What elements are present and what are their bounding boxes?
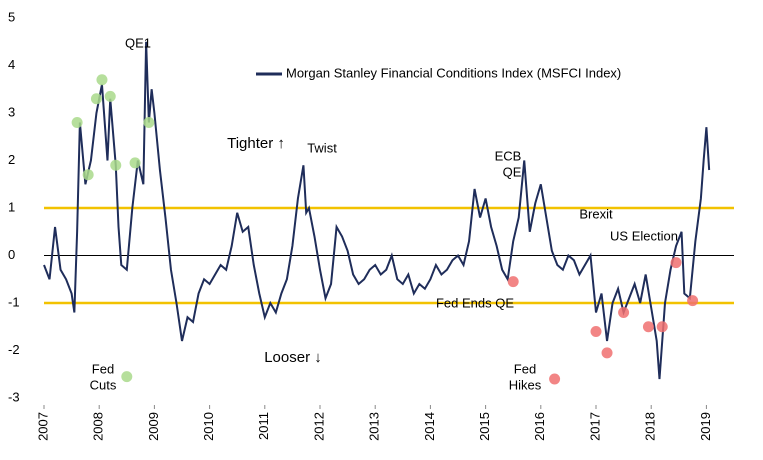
annotation: QE: [503, 164, 522, 179]
annotation: ECB: [495, 148, 522, 163]
x-tick-label: 2009: [146, 412, 161, 441]
x-tick-label: 2012: [311, 412, 326, 441]
event-dot: [590, 326, 602, 337]
event-dot: [121, 371, 133, 383]
y-tick-label: -3: [8, 389, 20, 404]
x-tick-label: 2017: [587, 412, 602, 441]
annotation: Tighter ↑: [227, 135, 285, 152]
event-dot: [90, 93, 102, 105]
event-dot: [549, 373, 561, 385]
series-line: [43, 41, 711, 380]
event-dot: [104, 90, 116, 102]
x-tick-label: 2011: [256, 412, 271, 440]
x-tick-label: 2010: [201, 412, 216, 441]
y-tick-label: 1: [8, 199, 15, 214]
y-tick-label: -1: [8, 294, 20, 309]
x-tick-label: 2008: [91, 412, 106, 441]
x-tick-label: 2018: [643, 412, 658, 441]
event-dot: [642, 321, 654, 333]
event-dot: [601, 347, 613, 359]
x-tick-label: 2015: [477, 412, 492, 441]
event-dot: [618, 307, 630, 318]
event-dot: [507, 276, 519, 288]
event-dot: [71, 117, 83, 128]
y-tick-label: 3: [8, 104, 15, 119]
annotation: Looser ↓: [264, 349, 322, 366]
annotation: QE1: [125, 35, 151, 50]
annotation: US Election: [610, 228, 678, 243]
annotation: Twist: [307, 140, 337, 155]
event-dot: [687, 295, 699, 307]
annotation: Brexit: [579, 206, 613, 221]
x-tick-label: 2007: [35, 412, 50, 441]
y-tick-label: 4: [8, 57, 15, 72]
y-tick-label: 2: [8, 152, 15, 167]
legend-label: Morgan Stanley Financial Conditions Inde…: [286, 65, 621, 80]
event-dot: [656, 321, 668, 333]
annotation: Hikes: [509, 377, 542, 392]
annotation: Fed: [92, 361, 114, 376]
event-dot: [96, 74, 108, 86]
x-tick-label: 2019: [698, 412, 713, 441]
annotation: Fed: [514, 361, 536, 376]
event-dot: [82, 169, 94, 181]
annotation: Fed Ends QE: [436, 295, 514, 310]
event-dot: [143, 117, 155, 128]
annotation: Cuts: [90, 377, 117, 392]
event-dot: [129, 157, 141, 169]
x-tick-label: 2013: [367, 412, 382, 441]
y-tick-label: -2: [8, 342, 20, 357]
event-dot: [670, 257, 682, 269]
y-tick-label: 0: [8, 247, 15, 262]
event-dot: [110, 159, 122, 171]
y-tick-label: 5: [8, 9, 15, 24]
x-tick-label: 2014: [422, 412, 437, 441]
x-tick-label: 2016: [532, 412, 547, 441]
